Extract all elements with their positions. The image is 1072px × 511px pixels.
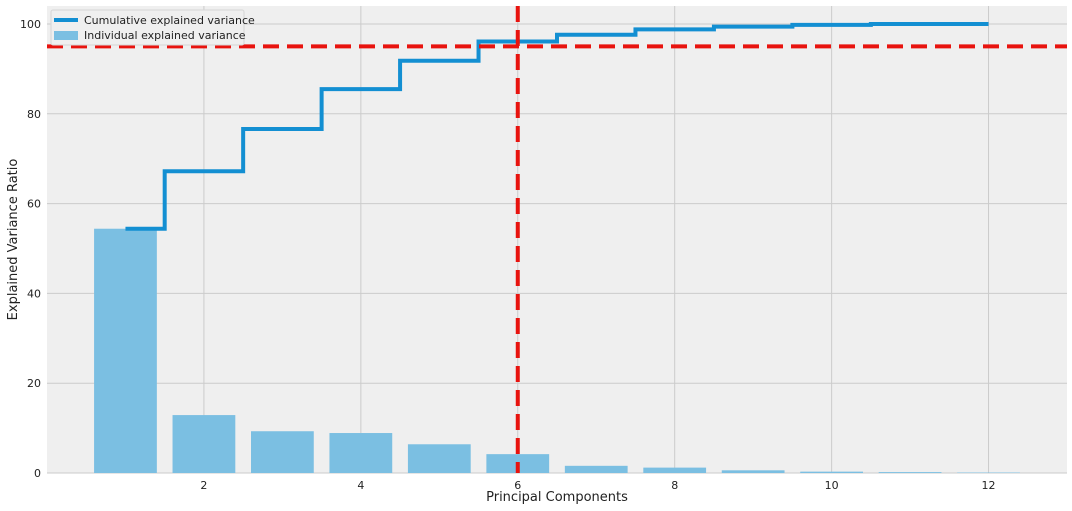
x-axis-label: Principal Components: [486, 490, 628, 505]
bar: [251, 431, 314, 473]
tick-labels: 2 4 6 8 10 12 0 20 40 60 80 100: [20, 18, 996, 492]
bar: [329, 433, 393, 473]
bar: [721, 470, 785, 473]
bar: [94, 228, 157, 473]
y-tick-label: 20: [27, 377, 41, 390]
step-series: [125, 21, 989, 231]
bar: [407, 444, 471, 473]
bar: [878, 472, 942, 473]
x-tick-label: 8: [671, 479, 678, 492]
legend-label-individual: Individual explained variance: [84, 29, 246, 42]
plot-area: [47, 6, 1067, 473]
legend-box: [50, 9, 245, 46]
x-tick-label: 6: [514, 479, 521, 492]
y-tick-label: 60: [27, 198, 41, 211]
y-axis-label: Explained Variance Ratio: [6, 159, 21, 321]
reference-lines: [47, 6, 1067, 473]
y-tick-label: 0: [34, 467, 41, 480]
bar: [800, 471, 863, 473]
legend-label-cumulative: Cumulative explained variance: [84, 14, 255, 27]
x-tick-label: 10: [825, 479, 839, 492]
bar: [564, 465, 628, 473]
y-tick-label: 40: [27, 287, 41, 300]
x-tick-label: 4: [357, 479, 364, 492]
y-tick-label: 80: [27, 108, 41, 121]
y-tick-label: 100: [20, 18, 41, 31]
x-tick-label: 2: [200, 479, 207, 492]
legend: Cumulative explained variance Individual…: [50, 9, 255, 46]
x-tick-label: 12: [982, 479, 996, 492]
bar-series: [94, 228, 1020, 473]
cumulative-variance-line: [125, 21, 989, 231]
bar: [643, 467, 707, 473]
bar: [172, 415, 236, 473]
legend-swatch-individual: [54, 31, 78, 40]
